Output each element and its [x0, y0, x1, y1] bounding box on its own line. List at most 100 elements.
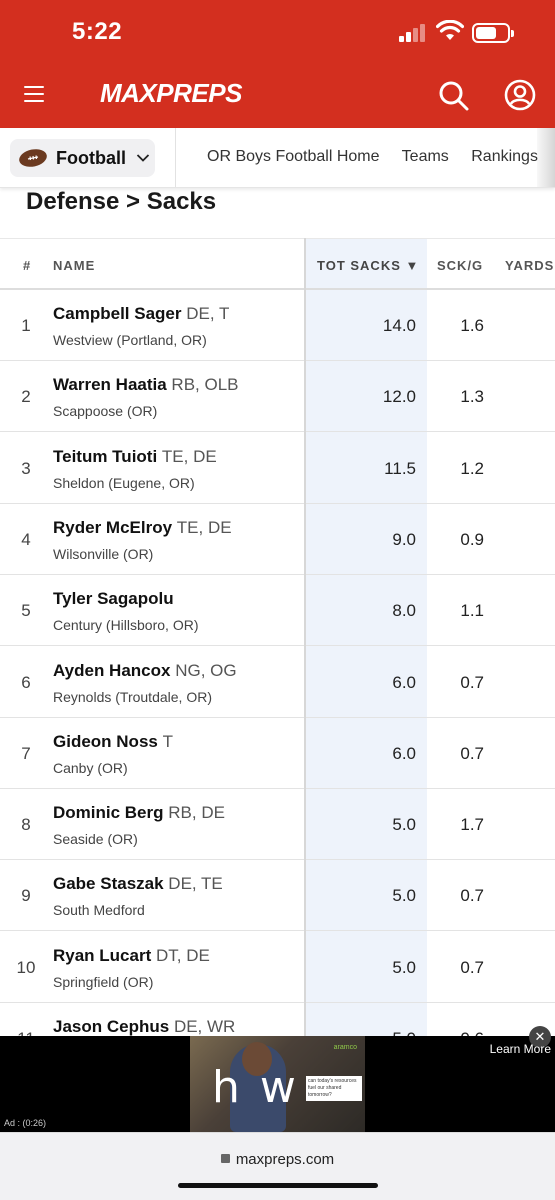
url-display[interactable]: maxpreps.com [0, 1151, 555, 1168]
player-name[interactable]: Campbell Sager DE, T [53, 304, 229, 324]
table-row[interactable]: 4 Ryder McElroy TE, DE Wilsonville (OR) 9.0… [0, 504, 555, 575]
table-row[interactable]: 10 Ryan Lucart DT, DE Springfield (OR) 5.0 0… [0, 932, 555, 1003]
header-name[interactable]: NAME [53, 258, 96, 273]
hamburger-menu-icon[interactable] [24, 86, 44, 104]
tot-sacks-value: 14.0 [382, 316, 416, 335]
browser-address-bar[interactable]: maxpreps.com [0, 1132, 555, 1200]
player-name-text[interactable]: Jason Cephus [53, 1017, 170, 1036]
table-row[interactable]: 3 Teitum Tuioti TE, DE Sheldon (Eugene, OR… [0, 433, 555, 504]
table-row[interactable]: 8 Dominic Berg RB, DE Seaside (OR) 5.0 1.7 [0, 789, 555, 861]
maxpreps-logo[interactable]: MAXPREPS [100, 78, 242, 108]
sport-label: Football [56, 147, 126, 168]
row-rank: 9 [21, 886, 31, 906]
player-name[interactable]: Dominic Berg RB, DE [53, 803, 225, 823]
account-icon[interactable] [504, 79, 536, 111]
player-school[interactable]: Century (Hillsboro, OR) [53, 617, 199, 634]
table-row[interactable]: 5 Tyler Sagapolu Century (Hillsboro, OR) 8… [0, 575, 555, 647]
player-name-text[interactable]: Teitum Tuioti [53, 446, 158, 466]
close-icon[interactable]: ✕ [529, 1026, 551, 1048]
player-position: RB, DE [168, 803, 225, 823]
header-yards[interactable]: YARDS [505, 258, 555, 273]
player-school[interactable]: Reynolds (Troutdale, OR) [53, 688, 212, 705]
tot-sacks-value: 9.0 [392, 529, 416, 549]
player-school[interactable]: Seaside (OR) [53, 831, 138, 848]
tot-sacks-value: 8.0 [392, 601, 416, 621]
tot-sacks-value: 5.0 [392, 886, 416, 906]
table-row[interactable]: 11Jason Cephus DE, WR 5.0 0.6 [0, 1003, 555, 1038]
sck-per-game-value: 1.1 [460, 601, 484, 621]
lock-icon [220, 1154, 230, 1163]
ad-creative[interactable]: hw can today's resources fuel our shared… [190, 1036, 365, 1132]
player-name-text[interactable]: Gabe Staszak [53, 874, 164, 894]
player-school[interactable]: Canby (OR) [53, 759, 128, 776]
player-name[interactable]: Tyler Sagapolu [53, 589, 174, 609]
player-name[interactable]: Ryan Lucart DT, DE [53, 946, 210, 966]
row-rank: 1 [21, 316, 31, 335]
wifi-icon [436, 20, 464, 40]
sck-per-game-value: 0.7 [460, 672, 484, 692]
ad-person-head [242, 1042, 272, 1076]
sport-dropdown[interactable]: Football [10, 139, 155, 177]
page-title: Defense > Sacks [26, 188, 217, 215]
player-position: TE, DE [161, 446, 217, 466]
nav-scroll-fade [537, 128, 555, 187]
player-name[interactable]: Teitum Tuioti TE, DE [53, 447, 217, 467]
header-tot-sacks[interactable]: TOT SACKS ▼ [317, 258, 420, 273]
search-icon[interactable] [438, 80, 470, 112]
player-name[interactable]: Gideon Noss T [53, 732, 173, 752]
table-row[interactable]: 2 Warren Haatia RB, OLB Scappoose (OR) 12.0… [0, 361, 555, 433]
sck-per-game-value: 1.6 [460, 316, 484, 335]
player-school[interactable]: South Medford [53, 902, 145, 919]
status-bar: 5:22 [0, 0, 555, 62]
player-name[interactable]: Warren Haatia RB, OLB [53, 375, 239, 395]
header-sck-per-game[interactable]: SCK/G [437, 258, 484, 273]
row-rank: 8 [21, 815, 31, 835]
player-position: DE, TE [168, 874, 223, 894]
tot-sacks-value: 5.0 [306, 1029, 416, 1038]
table-row[interactable]: 9 Gabe Staszak DE, TE South Medford 5.0 0.7 [0, 860, 555, 932]
player-school[interactable]: Sheldon (Eugene, OR) [53, 474, 195, 491]
sck-per-game-value: 1.7 [460, 815, 484, 835]
tot-sacks-value: 11.5 [384, 458, 416, 478]
player-school[interactable]: Scappoose (OR) [53, 403, 158, 420]
player-name[interactable]: Ayden Hancox NG, OG [53, 661, 237, 681]
player-name[interactable]: Gabe Staszak DE, TE [53, 874, 223, 894]
stats-table: # NAME TOT SACKS ▼ SCK/G YARDS 1 Campbell… [0, 238, 555, 1038]
player-position: T [162, 731, 173, 751]
ad-brand: aramco [333, 1044, 357, 1051]
sck-per-game-value: 0.7 [460, 743, 484, 763]
column-divider [304, 238, 306, 1038]
player-name-text[interactable]: Gideon Noss [53, 731, 158, 751]
player-name-text[interactable]: Dominic Berg [53, 803, 164, 823]
home-indicator[interactable] [178, 1183, 378, 1188]
cellular-signal-icon [399, 24, 429, 42]
player-name-text[interactable]: Campbell Sager [53, 304, 182, 323]
player-position: TE, DE [176, 517, 232, 537]
table-row[interactable]: 6 Ayden Hancox NG, OG Reynolds (Troutdale,… [0, 647, 555, 718]
player-name-text[interactable]: Ryder McElroy [53, 517, 173, 537]
nav-link-teams[interactable]: Teams [401, 148, 449, 165]
player-name-text[interactable]: Warren Haatia [53, 375, 167, 395]
tot-sacks-value: 12.0 [382, 387, 416, 407]
player-name[interactable]: Jason Cephus DE, WR [53, 1017, 235, 1037]
battery-icon [472, 23, 514, 43]
header-rank: # [23, 258, 32, 273]
player-name[interactable]: Ryder McElroy TE, DE [53, 518, 232, 538]
player-school[interactable]: Springfield (OR) [53, 973, 154, 990]
nav-link-home[interactable]: OR Boys Football Home [207, 148, 380, 165]
row-rank: 3 [21, 458, 31, 478]
player-name-text[interactable]: Ryan Lucart [53, 945, 152, 965]
player-name-text[interactable]: Tyler Sagapolu [53, 589, 174, 609]
player-school[interactable]: Westview (Portland, OR) [53, 332, 207, 348]
nav-link-rankings[interactable]: Rankings [471, 148, 538, 165]
player-school[interactable]: Wilsonville (OR) [53, 545, 154, 562]
learn-more-link[interactable]: Learn More [489, 1042, 551, 1056]
table-row[interactable]: 7 Gideon Noss T Canby (OR) 6.0 0.7 [0, 718, 555, 789]
ad-banner[interactable]: hw can today's resources fuel our shared… [0, 1026, 555, 1132]
sck-per-game-value: 1.2 [460, 458, 484, 478]
tot-sacks-value: 6.0 [392, 672, 416, 692]
player-position: DE, WR [173, 1017, 236, 1036]
sck-per-game-value: 0.7 [460, 886, 484, 906]
table-row[interactable]: 1 Campbell Sager DE, T Westview (Portland,… [0, 290, 555, 361]
player-name-text[interactable]: Ayden Hancox [53, 660, 171, 680]
